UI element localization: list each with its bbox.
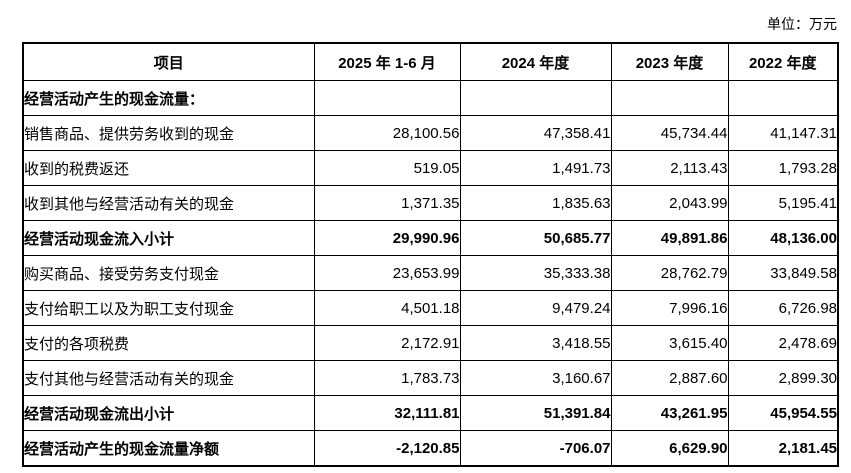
cell-value: 49,891.86 xyxy=(610,220,729,256)
cell-value: 50,685.77 xyxy=(459,220,612,256)
cell-value: 35,333.38 xyxy=(459,255,612,291)
row-label: 经营活动产生的现金流量净额 xyxy=(22,430,315,467)
table-row-cash-outflow-subtotal: 经营活动现金流出小计 32,111.81 51,391.84 43,261.95… xyxy=(22,395,839,431)
cell-value: 41,147.31 xyxy=(727,115,839,151)
row-label: 收到的税费返还 xyxy=(22,150,315,186)
column-header-2024: 2024 年度 xyxy=(459,42,612,81)
cell-value: 29,990.96 xyxy=(313,220,461,256)
cell-value: 1,783.73 xyxy=(313,360,461,396)
cell-value: 519.05 xyxy=(313,150,461,186)
cell-value: 2,887.60 xyxy=(610,360,729,396)
row-label: 经营活动产生的现金流量： xyxy=(22,80,315,116)
column-header-item: 项目 xyxy=(22,42,315,81)
cell-value xyxy=(727,80,839,116)
cell-value: 2,172.91 xyxy=(313,325,461,361)
cell-value: 23,653.99 xyxy=(313,255,461,291)
table-row-taxes-paid: 支付的各项税费 2,172.91 3,418.55 3,615.40 2,478… xyxy=(22,325,839,361)
cell-value: 9,479.24 xyxy=(459,290,612,326)
row-label: 支付给职工以及为职工支付现金 xyxy=(22,290,315,326)
cell-value: 51,391.84 xyxy=(459,395,612,431)
cell-value: 4,501.18 xyxy=(313,290,461,326)
cash-flow-table: 项目 2025 年 1-6 月 2024 年度 2023 年度 2022 年度 … xyxy=(22,42,839,467)
cell-value: 3,160.67 xyxy=(459,360,612,396)
row-label: 收到其他与经营活动有关的现金 xyxy=(22,185,315,221)
cell-value: 1,371.35 xyxy=(313,185,461,221)
row-label: 支付其他与经营活动有关的现金 xyxy=(22,360,315,396)
table-header-row: 项目 2025 年 1-6 月 2024 年度 2023 年度 2022 年度 xyxy=(22,42,839,81)
row-label: 销售商品、提供劳务收到的现金 xyxy=(22,115,315,151)
table-row-tax-refunds: 收到的税费返还 519.05 1,491.73 2,113.43 1,793.2… xyxy=(22,150,839,186)
table-row-section-operating: 经营活动产生的现金流量： xyxy=(22,80,839,116)
cell-value: 3,615.40 xyxy=(610,325,729,361)
cell-value xyxy=(610,80,729,116)
cell-value: 6,629.90 xyxy=(610,430,729,467)
row-label: 经营活动现金流出小计 xyxy=(22,395,315,431)
cell-value: 48,136.00 xyxy=(727,220,839,256)
unit-label: 单位：万元 xyxy=(767,16,837,32)
cell-value: 2,478.69 xyxy=(727,325,839,361)
cell-value: 32,111.81 xyxy=(313,395,461,431)
column-header-2022: 2022 年度 xyxy=(727,42,839,81)
cell-value: 7,996.16 xyxy=(610,290,729,326)
table-row-goods-services-cash-paid: 购买商品、接受劳务支付现金 23,653.99 35,333.38 28,762… xyxy=(22,255,839,291)
row-label: 经营活动现金流入小计 xyxy=(22,220,315,256)
cell-value: 28,100.56 xyxy=(313,115,461,151)
table-row-cash-inflow-subtotal: 经营活动现金流入小计 29,990.96 50,685.77 49,891.86… xyxy=(22,220,839,256)
cell-value xyxy=(459,80,612,116)
cell-value: -2,120.85 xyxy=(313,430,461,467)
table-row-sales-cash-received: 销售商品、提供劳务收到的现金 28,100.56 47,358.41 45,73… xyxy=(22,115,839,151)
cell-value: 1,491.73 xyxy=(459,150,612,186)
cell-value: 45,954.55 xyxy=(727,395,839,431)
cell-value: -706.07 xyxy=(459,430,612,467)
table-row-net-operating-cash-flow: 经营活动产生的现金流量净额 -2,120.85 -706.07 6,629.90… xyxy=(22,430,839,467)
cell-value: 43,261.95 xyxy=(610,395,729,431)
cell-value: 3,418.55 xyxy=(459,325,612,361)
cell-value: 5,195.41 xyxy=(727,185,839,221)
cell-value: 2,043.99 xyxy=(610,185,729,221)
cell-value: 2,113.43 xyxy=(610,150,729,186)
table-row-other-operating-cash-paid: 支付其他与经营活动有关的现金 1,783.73 3,160.67 2,887.6… xyxy=(22,360,839,396)
cell-value: 1,835.63 xyxy=(459,185,612,221)
column-header-2025h1: 2025 年 1-6 月 xyxy=(313,42,461,81)
cell-value xyxy=(313,80,461,116)
cell-value: 28,762.79 xyxy=(610,255,729,291)
table-row-other-operating-cash-received: 收到其他与经营活动有关的现金 1,371.35 1,835.63 2,043.9… xyxy=(22,185,839,221)
column-header-2023: 2023 年度 xyxy=(610,42,729,81)
cell-value: 45,734.44 xyxy=(610,115,729,151)
cell-value: 6,726.98 xyxy=(727,290,839,326)
row-label: 购买商品、接受劳务支付现金 xyxy=(22,255,315,291)
cell-value: 33,849.58 xyxy=(727,255,839,291)
cell-value: 2,899.30 xyxy=(727,360,839,396)
row-label: 支付的各项税费 xyxy=(22,325,315,361)
table-row-employee-payments: 支付给职工以及为职工支付现金 4,501.18 9,479.24 7,996.1… xyxy=(22,290,839,326)
cell-value: 2,181.45 xyxy=(727,430,839,467)
cell-value: 1,793.28 xyxy=(727,150,839,186)
cell-value: 47,358.41 xyxy=(459,115,612,151)
